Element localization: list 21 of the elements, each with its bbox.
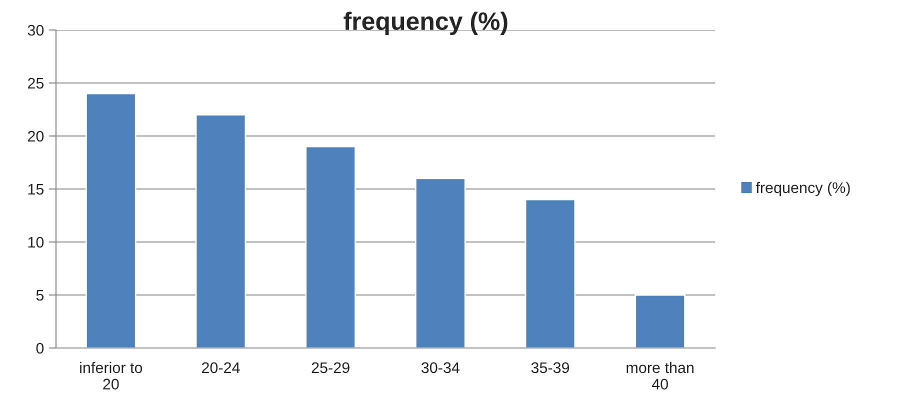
x-tick-label: more than 40 — [626, 362, 694, 390]
bar — [524, 198, 576, 348]
bar — [195, 114, 246, 348]
chart-title: frequency (%) — [344, 12, 508, 35]
legend-label: frequency (%) — [756, 182, 850, 196]
y-tick-label: 25 — [28, 78, 44, 89]
x-tick-label: inferior to 20 — [80, 362, 142, 390]
x-tick-label: 35-39 — [531, 362, 570, 374]
y-tick-label: 30 — [28, 24, 44, 36]
x-tick-label: 25-29 — [312, 362, 350, 374]
x-tick-label: 30-34 — [421, 362, 460, 374]
bar — [634, 294, 686, 348]
y-tick-label: 15 — [28, 184, 44, 195]
bar — [305, 146, 356, 348]
y-tick-label: 5 — [36, 290, 44, 301]
x-tick-label: 20-24 — [202, 362, 240, 374]
y-tick-label: 0 — [36, 342, 44, 354]
bar — [415, 178, 466, 348]
y-tick-label: 20 — [28, 130, 44, 142]
bar — [86, 92, 136, 348]
y-tick-label: 10 — [28, 236, 44, 248]
